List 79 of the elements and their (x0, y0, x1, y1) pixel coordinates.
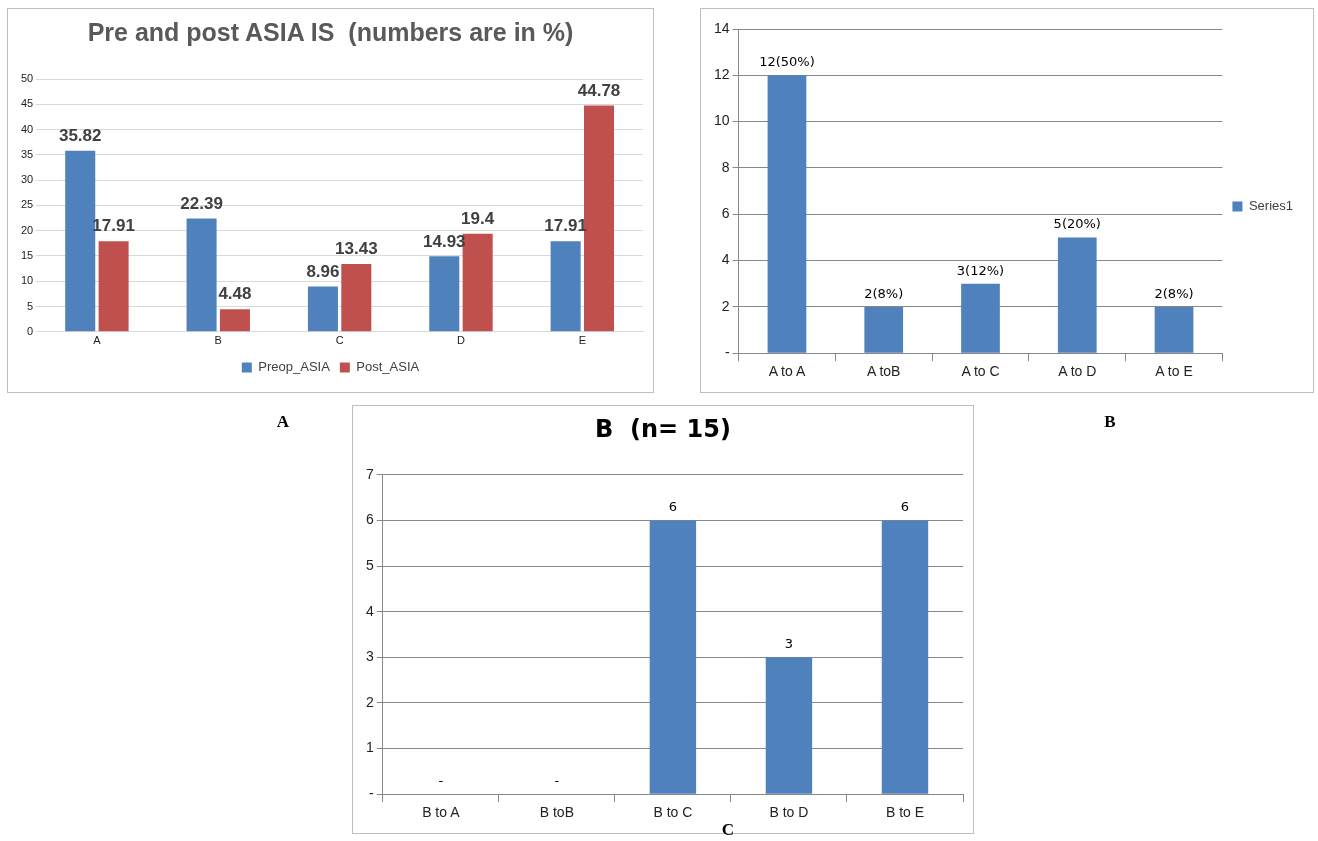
data-label: 19.4 (461, 208, 495, 228)
y-tick-label: 20 (20, 223, 34, 236)
x-tick-label: C (335, 334, 344, 347)
data-label: 6 (900, 499, 910, 515)
data-label: 3 (784, 636, 794, 652)
data-label: 5(20%) (1053, 216, 1101, 232)
bar (307, 286, 338, 332)
data-label: 2(8%) (1154, 285, 1194, 301)
bar (864, 306, 904, 353)
data-label: 22.39 (180, 193, 223, 213)
x-tick-label: A to C (961, 363, 1000, 380)
data-label: 2(8%) (864, 285, 904, 301)
data-label: 8.96 (306, 261, 340, 281)
y-tick-label: 4 (365, 602, 374, 619)
y-tick-label: 4 (721, 251, 730, 268)
y-tick-label: 1 (365, 739, 374, 756)
y-tick-label: 6 (721, 205, 730, 222)
bar (219, 309, 250, 332)
y-tick-label: 40 (20, 122, 34, 135)
y-tick-label: 14 (713, 19, 730, 36)
x-tick-label: D (456, 334, 465, 347)
chart-title: Pre and post ASIA IS (numbers are in %) (87, 17, 574, 46)
bar (429, 256, 460, 332)
data-label: 12(50%) (759, 54, 815, 70)
bar (1154, 306, 1194, 353)
bar (98, 241, 129, 332)
data-label: 6 (668, 499, 678, 515)
data-label: 44.78 (577, 80, 621, 100)
y-tick-label: 15 (20, 248, 34, 261)
data-label: - (554, 773, 560, 789)
x-tick-label: B to A (422, 804, 461, 821)
y-tick-label: - (724, 344, 730, 361)
y-tick-label: - (369, 785, 375, 802)
y-tick-label: 10 (713, 112, 730, 129)
data-label: 4.48 (218, 284, 252, 304)
y-tick-label: 2 (721, 297, 730, 314)
text: B (1104, 412, 1116, 432)
text: A (276, 412, 290, 432)
chart-title: B (n= 15) (595, 414, 731, 443)
y-tick-label: 10 (20, 274, 34, 287)
y-tick-label: 25 (20, 198, 34, 211)
x-tick-label: A to E (1155, 363, 1193, 380)
y-tick-label: 3 (365, 648, 374, 665)
bar (186, 218, 217, 332)
legend-label: Series1 (1248, 198, 1293, 214)
x-tick-label: B to D (769, 804, 809, 821)
y-tick-label: 45 (20, 97, 34, 110)
legend-label: Post_ASIA (356, 359, 420, 375)
legend-label: Preop_ASIA (258, 359, 331, 375)
y-tick-label: 50 (20, 72, 34, 85)
x-tick-label: B to E (885, 804, 925, 821)
y-tick-label: 5 (27, 299, 34, 312)
x-tick-label: A toB (866, 363, 901, 380)
bar (767, 75, 807, 353)
y-tick-label: 7 (365, 465, 374, 482)
bar (1057, 237, 1097, 353)
text: C (721, 820, 735, 840)
bar (341, 263, 372, 332)
x-tick-label: E (578, 334, 586, 347)
y-tick-label: 0 (27, 324, 34, 337)
data-label: 13.43 (335, 239, 378, 259)
x-tick-label: B to C (653, 804, 693, 821)
bar (961, 283, 1000, 353)
y-tick-label: 2 (365, 693, 374, 710)
data-label: 35.82 (58, 125, 102, 145)
data-label: 3(12%) (956, 262, 1005, 278)
data-label: - (438, 773, 444, 789)
x-tick-label: B toB (539, 804, 574, 821)
x-tick-label: A (93, 334, 102, 347)
y-tick-label: 35 (20, 147, 34, 160)
y-tick-label: 6 (365, 511, 374, 528)
x-tick-label: A to A (768, 363, 806, 380)
y-tick-label: 12 (713, 66, 730, 83)
y-tick-label: 5 (365, 556, 374, 573)
x-tick-label: A to D (1058, 363, 1097, 380)
y-tick-label: 30 (20, 173, 34, 186)
bar (550, 241, 581, 332)
x-tick-label: B (214, 334, 222, 347)
y-tick-label: 8 (721, 158, 730, 175)
